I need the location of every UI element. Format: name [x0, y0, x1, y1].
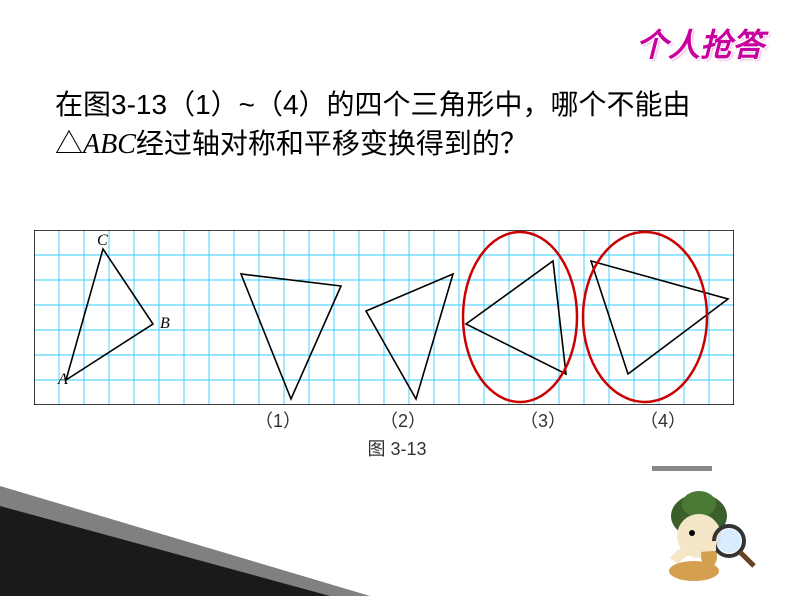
detective-label-bar	[652, 466, 712, 471]
label-3: （3）	[520, 407, 566, 433]
label-4: （4）	[640, 407, 686, 433]
q-suffix: 经过轴对称和平移变换得到的？	[136, 128, 528, 159]
q-triangle: ABC	[83, 129, 136, 160]
svg-text:A: A	[57, 371, 68, 388]
q-prefix: 在图	[55, 89, 111, 120]
corner-decoration	[0, 486, 400, 596]
decor-dark	[0, 506, 330, 596]
page-header: 个人抢答	[636, 20, 764, 66]
q-range: （1）~（4）的四个三角形中，哪个不能由	[167, 89, 691, 120]
grid-figure: A B C	[34, 230, 734, 405]
detective-icon	[644, 461, 764, 581]
detective-eye	[689, 530, 695, 536]
diagram: A B C	[34, 230, 734, 430]
detective-hat-top	[682, 491, 716, 517]
label-1: （1）	[255, 407, 301, 433]
question-text: 在图3-13（1）~（4）的四个三角形中，哪个不能由 △ABC经过轴对称和平移变换…	[55, 85, 734, 164]
magnifier-handle	[740, 552, 754, 566]
q-figref: 3-13	[111, 89, 167, 120]
svg-text:C: C	[97, 232, 108, 249]
detective-body	[669, 561, 719, 581]
svg-text:B: B	[160, 315, 170, 332]
q-delta: △	[55, 128, 83, 159]
magnifier-glass	[717, 529, 741, 553]
figure-caption: 图 3-13	[0, 435, 794, 461]
label-2: （2）	[380, 407, 426, 433]
